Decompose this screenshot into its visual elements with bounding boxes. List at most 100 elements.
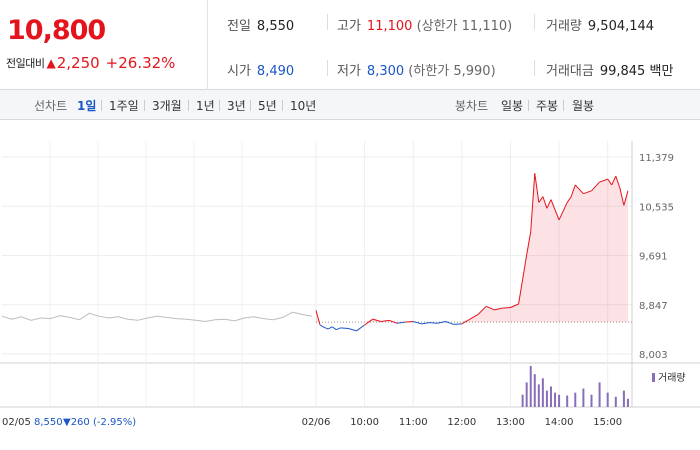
volume-bar — [549, 386, 552, 407]
price-segment — [445, 321, 454, 325]
price-segment — [405, 320, 414, 323]
volume-bar — [614, 396, 617, 407]
stat-value: 8,300 — [366, 64, 405, 79]
period-1y[interactable]: 1년 — [196, 99, 215, 113]
today-series — [315, 173, 632, 332]
price-segment — [530, 173, 536, 232]
prev-day-line — [1, 311, 313, 323]
stat-unit: 백만 — [649, 64, 674, 79]
stat-value: 8,550 — [256, 19, 295, 34]
x-tick-label: 15:00 — [593, 417, 622, 428]
divider — [144, 100, 145, 111]
price-segment — [319, 324, 325, 328]
stat-turnover: 거래대금 99,845 백만 — [546, 60, 673, 79]
price-segment — [380, 319, 389, 322]
price-segment — [526, 231, 532, 256]
period-1d[interactable]: 1일 — [77, 99, 97, 113]
period-1w[interactable]: 1주일 — [109, 99, 139, 113]
x-tick-label: 02/06 — [302, 417, 331, 428]
price-segment — [485, 305, 495, 311]
price-chart[interactable]: 11,379 10,535 9,691 8,847 8,003 02/06 10:00 11:… — [0, 121, 700, 450]
divider — [101, 100, 102, 111]
volume-bar — [529, 366, 532, 407]
price-segment — [421, 322, 430, 325]
volume-bar — [533, 374, 536, 407]
price-segment — [615, 176, 621, 189]
change-value: 2,250 — [56, 54, 100, 72]
price-segment — [611, 175, 617, 186]
volume-bar — [566, 395, 569, 407]
price-segment — [591, 181, 600, 192]
stat-label: 거래량 — [546, 19, 582, 34]
volume-bar — [558, 394, 561, 407]
price-segment — [550, 199, 560, 221]
price-segment — [340, 327, 349, 329]
candle-weekly[interactable]: 주봉 — [536, 99, 559, 113]
price-segment — [364, 318, 374, 326]
candle-monthly[interactable]: 월봉 — [572, 99, 595, 113]
price-segment — [461, 318, 471, 325]
price-segment — [619, 187, 625, 206]
line-chart-label: 선차트 — [34, 99, 68, 113]
x-tick-label: 12:00 — [447, 417, 476, 428]
stat-sub: (하한가 5,990) — [408, 64, 496, 79]
stat-value: 9,504,144 — [587, 19, 655, 34]
volume-bar — [590, 394, 593, 407]
period-5y[interactable]: 5년 — [258, 99, 277, 113]
divider — [534, 60, 535, 76]
period-3m[interactable]: 3개월 — [152, 99, 182, 113]
y-tick-label: 8,003 — [639, 350, 668, 361]
price-segment — [574, 184, 584, 195]
volume-bar — [541, 378, 544, 407]
price-segment — [518, 254, 528, 305]
price-segment — [372, 318, 381, 322]
price-segment — [348, 328, 357, 332]
stat-value: 99,845 — [599, 64, 646, 79]
chart-grid — [0, 141, 700, 408]
price-segment — [388, 319, 398, 324]
period-10y[interactable]: 10년 — [290, 99, 317, 113]
price-segment — [534, 173, 540, 203]
price-segment — [546, 199, 552, 209]
volume-legend-label: 거래량 — [658, 372, 686, 384]
volume-legend-swatch — [652, 373, 655, 382]
volume-bar — [598, 382, 601, 407]
x-tick-label: 14:00 — [545, 417, 574, 428]
stat-label: 시가 — [227, 64, 251, 79]
price-segment — [396, 321, 406, 324]
divider — [528, 100, 529, 111]
prev-day-close: 8,550 — [34, 417, 63, 428]
current-price: 10,800 — [7, 15, 106, 46]
stat-low: 저가 8,300 (하한가 5,990) — [337, 60, 496, 79]
stat-prev-close: 전일 8,550 — [227, 15, 294, 34]
price-box: 10,800 전일대비 ▲ 2,250 +26.32% — [0, 0, 208, 90]
price-segment — [538, 196, 544, 203]
period-3y[interactable]: 3년 — [227, 99, 246, 113]
divider — [188, 100, 189, 111]
price-segment — [327, 326, 333, 330]
candle-chart-label: 봉차트 — [455, 99, 489, 113]
price-segment — [477, 305, 487, 315]
volume-bar — [622, 390, 625, 407]
y-tick-label: 11,379 — [639, 153, 674, 164]
price-segment — [323, 326, 329, 330]
candle-daily[interactable]: 일봉 — [501, 99, 524, 113]
price-segment — [566, 196, 572, 203]
change-label: 전일대비 — [6, 57, 45, 70]
price-segment — [336, 327, 341, 331]
volume-bars — [521, 366, 629, 407]
volume-bar — [521, 394, 524, 407]
y-tick-label: 8,847 — [639, 301, 668, 312]
x-tick-label: 13:00 — [496, 417, 525, 428]
quote-panel: 10,800 전일대비 ▲ 2,250 +26.32% 전일 8,550 고가 11… — [0, 0, 700, 90]
x-tick-label: 10:00 — [350, 417, 379, 428]
x-tick-label: 11:00 — [399, 417, 428, 428]
price-segment — [437, 321, 446, 324]
y-tick-label: 10,535 — [639, 202, 674, 213]
prev-day-date: 02/05 — [2, 417, 31, 428]
volume-bar — [626, 398, 629, 407]
stat-value: 11,100 — [366, 19, 413, 34]
stat-label: 저가 — [337, 64, 361, 79]
price-segment — [502, 306, 511, 309]
prev-day-series — [1, 311, 313, 323]
